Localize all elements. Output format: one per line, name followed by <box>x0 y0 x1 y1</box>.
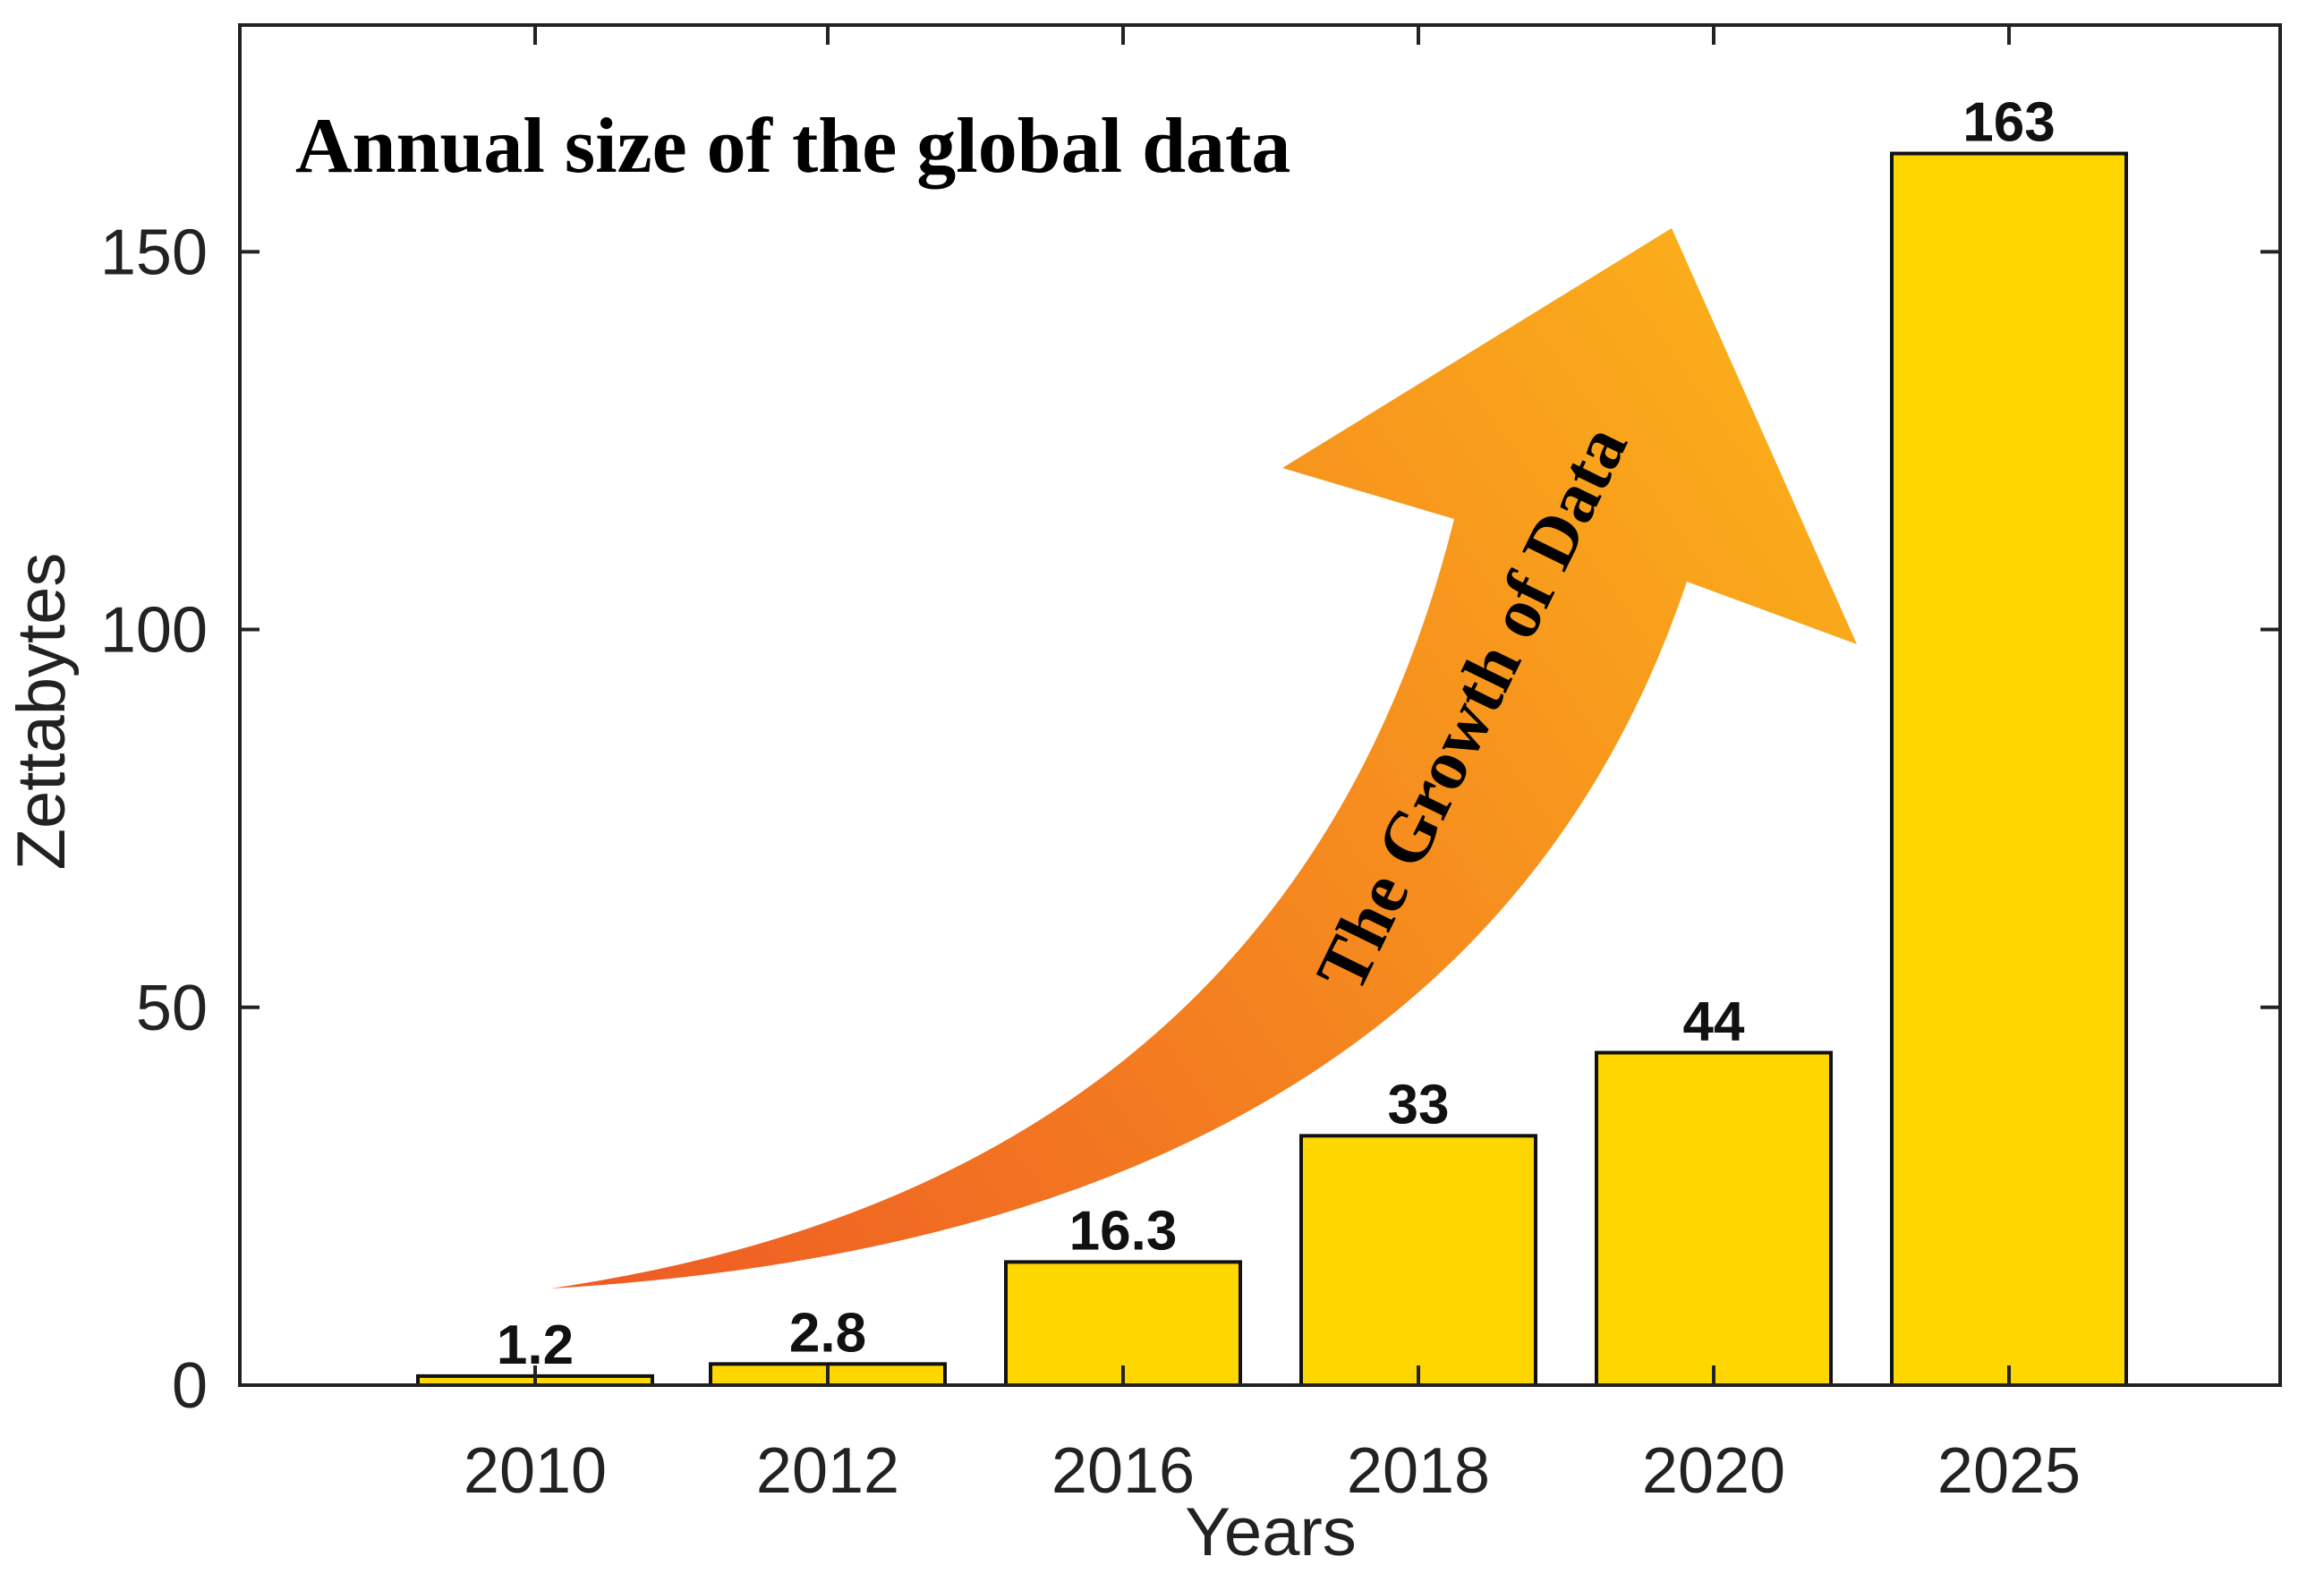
x-tick-label-2025: 2025 <box>1937 1435 2081 1507</box>
x-axis-ticks: 2010 2012 2016 2018 2020 2025 <box>464 25 2081 1507</box>
y-tick-label-0: 0 <box>172 1350 208 1422</box>
y-tick-label-50: 50 <box>136 973 208 1044</box>
value-label-2016: 16.3 <box>1069 1200 1178 1262</box>
chart-title: Annual size of the global data <box>295 103 1290 190</box>
value-label-2018: 33 <box>1388 1074 1450 1135</box>
bars-group <box>416 151 2128 1388</box>
bar-2016 <box>1004 1260 1242 1388</box>
x-tick-label-2018: 2018 <box>1347 1435 1490 1507</box>
y-axis-ticks: 0 50 100 150 <box>100 217 2280 1422</box>
value-label-2025: 163 <box>1962 92 2055 154</box>
x-tick-label-2010: 2010 <box>464 1435 607 1507</box>
bar-2018 <box>1299 1134 1537 1388</box>
x-tick-label-2020: 2020 <box>1642 1435 1785 1507</box>
x-tick-label-2016: 2016 <box>1051 1435 1195 1507</box>
y-tick-label-150: 150 <box>100 217 208 288</box>
plot-frame <box>238 23 2282 1387</box>
bar-2025 <box>1890 151 2128 1388</box>
y-tick-label-100: 100 <box>100 595 208 667</box>
growth-arrow <box>550 228 1857 1289</box>
x-tick-label-2012: 2012 <box>756 1435 899 1507</box>
bar-2020 <box>1595 1050 1833 1387</box>
value-label-2020: 44 <box>1683 991 1745 1052</box>
value-label-2012: 2.8 <box>789 1302 866 1364</box>
y-axis-title: Zettabytes <box>4 553 80 871</box>
x-axis-title: Years <box>1185 1494 1357 1570</box>
